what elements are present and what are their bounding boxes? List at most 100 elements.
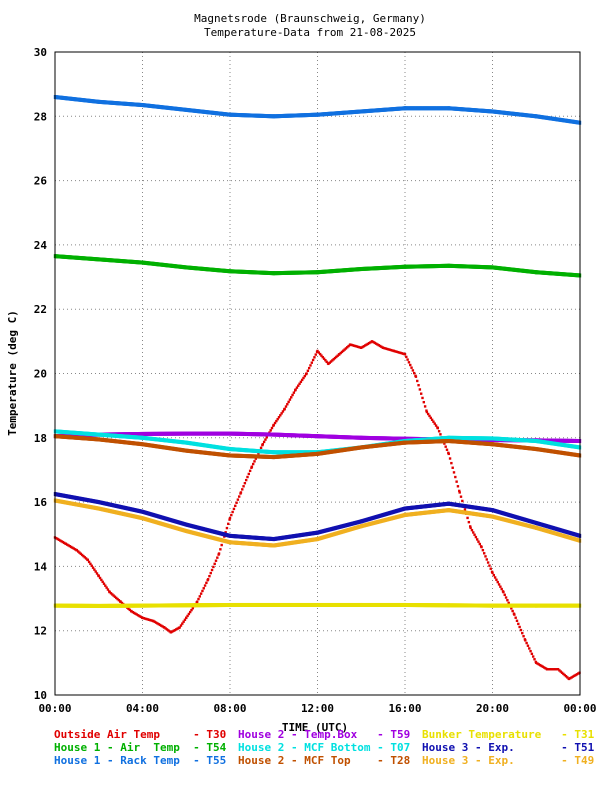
data-point — [560, 671, 564, 674]
data-point — [198, 595, 202, 598]
data-point — [235, 501, 238, 504]
data-point — [89, 562, 92, 566]
data-point — [573, 674, 576, 678]
data-point — [131, 610, 135, 614]
data-point — [136, 614, 140, 617]
data-point — [493, 576, 497, 579]
data-point — [86, 558, 90, 562]
data-point — [513, 613, 516, 616]
data-point — [273, 421, 277, 425]
data-point — [342, 349, 345, 352]
data-point — [436, 426, 440, 430]
data-point — [275, 419, 278, 423]
data-point — [230, 513, 233, 517]
data-point — [445, 448, 449, 451]
data-point — [294, 388, 297, 391]
data-point — [300, 378, 304, 382]
data-point — [366, 342, 370, 346]
data-point — [540, 664, 543, 668]
data-point — [525, 641, 528, 645]
data-point — [102, 582, 106, 585]
data-point — [399, 351, 402, 355]
data-point — [396, 350, 400, 354]
data-point — [55, 537, 58, 540]
data-point — [437, 430, 441, 433]
data-point — [210, 568, 214, 572]
data-point — [558, 669, 561, 672]
data-point — [443, 442, 446, 445]
data-point — [564, 675, 568, 678]
data-point — [463, 508, 467, 511]
data-point — [280, 412, 283, 415]
data-point — [343, 348, 346, 351]
data-point — [499, 585, 502, 588]
data-point — [338, 353, 341, 356]
data-point — [254, 457, 258, 460]
data-point — [111, 593, 114, 596]
data-point — [365, 343, 368, 346]
data-point — [380, 345, 383, 348]
data-point — [351, 344, 355, 347]
data-point — [120, 601, 124, 605]
data-point — [376, 343, 379, 346]
data-point — [224, 531, 227, 534]
data-point — [270, 426, 274, 430]
data-point — [314, 353, 317, 356]
data-point — [138, 614, 141, 618]
data-point — [60, 540, 63, 543]
data-point — [402, 352, 405, 355]
data-point — [292, 391, 296, 394]
data-point — [349, 343, 352, 346]
data-point — [168, 630, 171, 633]
data-point — [524, 639, 527, 642]
data-point — [387, 348, 390, 351]
data-point — [484, 555, 487, 558]
data-point — [75, 549, 79, 552]
data-point — [94, 570, 97, 573]
data-point — [205, 581, 208, 585]
data-point — [288, 398, 292, 401]
data-point — [262, 440, 266, 444]
data-point — [59, 539, 62, 542]
data-point — [374, 342, 378, 345]
data-point — [150, 619, 153, 622]
data-point — [344, 347, 348, 350]
data-point — [199, 592, 203, 595]
data-point — [283, 407, 286, 411]
data-point — [545, 668, 549, 671]
data-point — [90, 564, 93, 567]
data-point — [197, 597, 200, 601]
data-point — [62, 541, 66, 545]
data-point — [272, 423, 275, 427]
data-point — [346, 346, 349, 349]
data-point — [355, 345, 359, 348]
data-point — [458, 491, 461, 494]
data-point — [219, 548, 222, 551]
data-point — [259, 446, 263, 450]
data-point — [317, 351, 321, 354]
data-point — [422, 400, 426, 404]
data-point — [528, 647, 531, 650]
data-point — [322, 357, 326, 360]
data-point — [503, 593, 506, 597]
data-point — [536, 662, 539, 665]
data-point — [83, 556, 86, 559]
data-point — [511, 609, 514, 613]
data-point — [384, 347, 387, 350]
data-point — [405, 355, 408, 359]
data-point — [474, 535, 478, 539]
data-point — [66, 543, 69, 546]
data-point — [183, 618, 187, 621]
data-point — [185, 616, 188, 620]
data-point — [284, 405, 288, 408]
data-point — [389, 348, 393, 352]
data-point — [448, 457, 452, 460]
data-point — [101, 580, 104, 584]
data-point — [73, 548, 77, 551]
series-2 — [53, 602, 582, 608]
data-point — [395, 350, 398, 353]
data-point — [264, 438, 267, 441]
series-6 — [53, 95, 582, 125]
data-point — [250, 465, 254, 468]
